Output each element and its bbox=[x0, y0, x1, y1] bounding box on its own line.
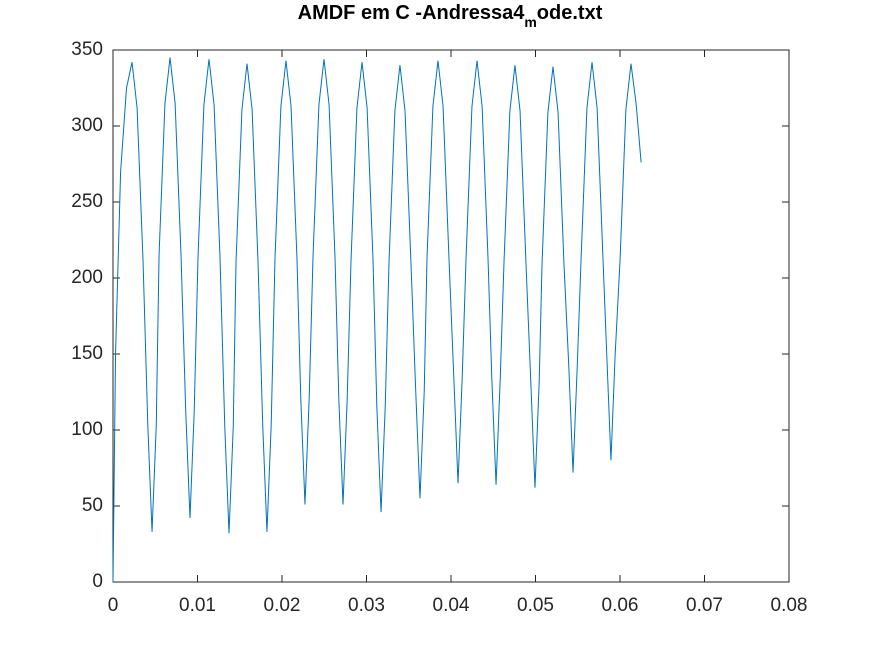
y-tick-label: 300 bbox=[71, 115, 103, 136]
chart-title: AMDF em C -Andressa4mode.txt bbox=[298, 2, 603, 30]
y-tick-label: 150 bbox=[71, 343, 103, 364]
x-tick-label: 0.03 bbox=[348, 595, 385, 616]
y-tick-label: 50 bbox=[82, 495, 103, 516]
y-tick-label: 350 bbox=[71, 39, 103, 60]
x-tick-label: 0.05 bbox=[517, 595, 554, 616]
y-tick-label: 0 bbox=[92, 571, 103, 592]
x-tick-label: 0 bbox=[108, 595, 119, 616]
title-part: AMDF em C -Andressa4 bbox=[298, 2, 526, 24]
data-line bbox=[112, 57, 642, 583]
x-tick-label: 0.04 bbox=[433, 595, 470, 616]
x-tick-label: 0.02 bbox=[264, 595, 301, 616]
x-tick-label: 0.08 bbox=[771, 595, 808, 616]
x-tick-label: 0.07 bbox=[686, 595, 723, 616]
x-tick-label: 0.01 bbox=[179, 595, 216, 616]
title-part: ode.txt bbox=[537, 2, 603, 24]
y-tick-label: 200 bbox=[71, 267, 103, 288]
y-tick-label: 250 bbox=[71, 191, 103, 212]
x-tick-label: 0.06 bbox=[602, 595, 639, 616]
y-tick-label: 100 bbox=[71, 419, 103, 440]
title-subscript: m bbox=[524, 14, 536, 30]
